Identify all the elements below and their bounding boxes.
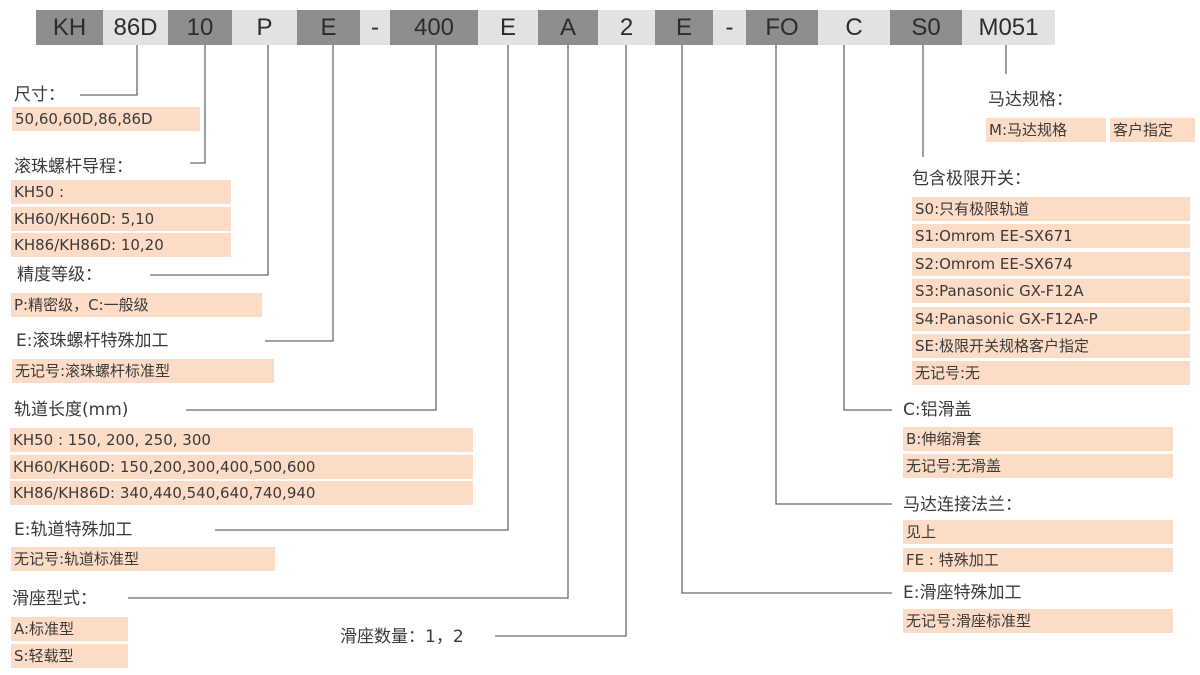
code-segment-series: KH xyxy=(36,10,103,45)
limit-switch-option: S1:Omrom EE-SX671 xyxy=(912,224,1190,248)
slider-special-option: 无记号:滑座标准型 xyxy=(903,609,1173,633)
slider-special-title: E:滑座特殊加工 xyxy=(903,583,1022,603)
flange-option: 见上 xyxy=(903,520,1173,544)
cover-option: B:伸缩滑套 xyxy=(903,427,1173,451)
cover-title: C:铝滑盖 xyxy=(903,400,972,420)
size-option: 50,60,60D,86,86D xyxy=(12,107,200,131)
leader-line-flange xyxy=(775,45,892,505)
size-title: 尺寸： xyxy=(14,85,65,105)
code-segment-cover: C xyxy=(818,10,890,45)
leader-line-lead xyxy=(190,45,206,164)
code-segment-lead: 10 xyxy=(168,10,232,45)
rail-special-title: E:轨道特殊加工 xyxy=(14,520,133,540)
leader-line-slider-count xyxy=(495,45,627,637)
lead-option: KH60/KH60D: 5,10 xyxy=(11,207,231,231)
limit-switch-option: S3:Panasonic GX-F12A xyxy=(912,279,1190,303)
limit-switch-option: S2:Omrom EE-SX674 xyxy=(912,252,1190,276)
rail-length-option: KH86/KH86D: 340,440,540,640,740,940 xyxy=(10,481,473,505)
code-segment-rail-special: E xyxy=(478,10,538,45)
slider-type-option: A:标准型 xyxy=(11,617,128,641)
code-segment-screw-special: E xyxy=(297,10,360,45)
leader-line-rail-length xyxy=(186,45,437,411)
limit-switch-option: S4:Panasonic GX-F12A-P xyxy=(912,307,1190,331)
leader-line-slider-type xyxy=(128,45,569,599)
leader-line-slider-special xyxy=(681,45,892,594)
lead-option: KH50 : xyxy=(11,180,231,204)
motor-spec-title: 马达规格： xyxy=(988,90,1073,110)
precision-option: P:精密级，C:一般级 xyxy=(11,293,262,317)
code-segment-limit-switch: S0 xyxy=(890,10,962,45)
code-segment-dash: - xyxy=(360,10,390,45)
rail-length-title: 轨道长度(mm) xyxy=(14,400,129,420)
screw-special-title: E:滚珠螺杆特殊加工 xyxy=(16,331,169,351)
code-segment-rail-length: 400 xyxy=(390,10,478,45)
limit-switch-title: 包含极限开关： xyxy=(912,169,1031,189)
limit-switch-option: SE:极限开关规格客户指定 xyxy=(912,334,1190,358)
flange-option: FE : 特殊加工 xyxy=(903,548,1173,572)
precision-title: 精度等级： xyxy=(17,265,102,285)
slider-count-title: 滑座数量：1，2 xyxy=(340,627,464,647)
code-segment-slider-count: 2 xyxy=(598,10,655,45)
rail-special-option: 无记号:轨道标准型 xyxy=(11,547,275,571)
code-segment-slider-special: E xyxy=(655,10,713,45)
code-segment-flange: FO xyxy=(746,10,818,45)
code-segment-dash: - xyxy=(713,10,746,45)
motor-spec-option: M:马达规格 xyxy=(986,118,1106,142)
code-segment-precision: P xyxy=(232,10,297,45)
limit-switch-option: S0:只有极限轨道 xyxy=(912,197,1190,221)
slider-type-title: 滑座型式： xyxy=(12,589,97,609)
lead-option: KH86/KH86D: 10,20 xyxy=(11,233,231,257)
rail-length-option: KH60/KH60D: 150,200,300,400,500,600 xyxy=(10,455,473,479)
leader-line-precision xyxy=(150,45,269,276)
code-segment-size: 86D xyxy=(103,10,168,45)
cover-option: 无记号:无滑盖 xyxy=(903,454,1173,478)
leader-line-rail-special xyxy=(215,45,509,531)
code-segment-slider-type: A xyxy=(538,10,598,45)
leader-line-size xyxy=(80,45,138,96)
lead-title: 滚珠螺杆导程： xyxy=(14,157,133,177)
motor-spec-option: 客户指定 xyxy=(1110,118,1195,142)
limit-switch-option: 无记号:无 xyxy=(912,361,1190,385)
slider-type-option: S:轻载型 xyxy=(11,644,128,668)
leader-line-screw-special xyxy=(265,45,334,342)
code-segment-motor: M051 xyxy=(962,10,1055,45)
rail-length-option: KH50 : 150, 200, 250, 300 xyxy=(10,428,473,452)
screw-special-option: 无记号:滚珠螺杆标准型 xyxy=(12,359,274,383)
flange-title: 马达连接法兰： xyxy=(903,495,1022,515)
leader-line-cover xyxy=(843,45,892,411)
